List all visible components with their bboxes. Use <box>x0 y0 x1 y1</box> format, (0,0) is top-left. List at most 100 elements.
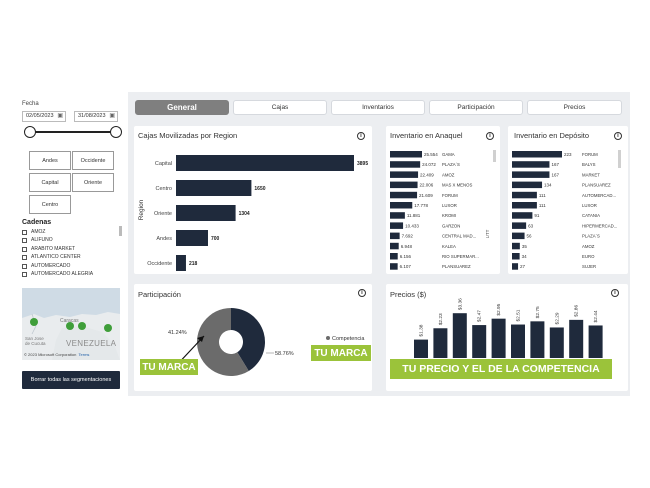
date-range-start-handle[interactable] <box>24 126 36 138</box>
anaquel-value-label: 6.107 <box>400 264 412 269</box>
deposito-value-label: 167 <box>551 172 559 177</box>
info-icon[interactable]: i <box>358 289 366 297</box>
anaquel-category-label: GAMA <box>442 152 455 157</box>
region-button-occidente[interactable]: Occidente <box>72 151 114 170</box>
deposito-category-label: SUJER <box>582 264 596 269</box>
info-icon[interactable]: i <box>611 289 619 297</box>
anaquel-bar <box>390 263 398 270</box>
precios-bar <box>511 324 525 358</box>
anaquel-value-label: 22.409 <box>420 172 434 177</box>
cadena-checkbox[interactable]: AMOZ <box>22 228 45 236</box>
anaquel-value-label: 22.006 <box>420 183 434 188</box>
anaquel-category-label: GARZON <box>442 223 460 228</box>
anaquel-category-label: FORUM <box>442 193 458 198</box>
donut-arrow-head <box>197 336 204 342</box>
cadena-checkbox[interactable]: ARABITO MARKET <box>22 245 75 253</box>
anaquel-bar <box>390 232 400 240</box>
cadenas-scrollbar[interactable] <box>119 226 122 236</box>
anaquel-bar-chart: 25.554 GAMA 24.072 PLAZA´S 22.409 AMOZ 22.006 M… <box>390 151 490 270</box>
anaquel-category-label: CENTRAL MAD... <box>442 234 476 239</box>
anaquel-category-label: KALEA <box>442 244 456 249</box>
cajas-bar <box>176 205 236 221</box>
date-range-end-handle[interactable] <box>110 126 122 138</box>
precios-value-label: $2.44 <box>593 310 599 322</box>
deposito-bar <box>512 181 543 189</box>
anaquel-value-label: 6.948 <box>401 244 413 249</box>
end-date-input[interactable]: 31/08/2023 ▣ <box>74 111 118 122</box>
deposito-category-label: EURO <box>582 254 595 259</box>
anaquel-bar <box>390 181 418 189</box>
tab-inventarios[interactable]: Inventarios <box>331 100 425 115</box>
anaquel-bar <box>390 191 418 199</box>
precios-value-label: $1.38 <box>419 324 425 336</box>
tab-general[interactable]: General <box>135 100 229 115</box>
region-button-centro[interactable]: Centro <box>29 195 71 214</box>
precios-title: Precios ($) <box>390 290 427 299</box>
tab-precios[interactable]: Precios <box>527 100 622 115</box>
deposito-value-label: 63 <box>528 223 534 228</box>
checkbox-icon[interactable] <box>22 229 27 235</box>
cajas-category-label: Oriente <box>154 211 172 217</box>
map-credit: © 2023 Microsoft Corporation Terms <box>24 352 90 357</box>
precios-bar <box>588 325 603 358</box>
deposito-bar <box>512 161 550 168</box>
cajas-category-label: Centro <box>155 186 172 192</box>
checkbox-icon[interactable] <box>22 263 27 269</box>
anaquel-value-label: 21.609 <box>419 193 433 198</box>
precios-value-label: $2.47 <box>477 310 483 322</box>
cajas-card: Cajas Movilizadas por Region i Region Cap… <box>134 126 372 274</box>
checkbox-icon[interactable] <box>22 246 27 252</box>
anaquel-axis-label: UTT <box>485 229 490 238</box>
checkbox-icon[interactable] <box>22 254 27 260</box>
anaquel-value-label: 10.433 <box>405 223 419 228</box>
checkbox-icon[interactable] <box>22 237 27 243</box>
region-map[interactable]: Caracas San Jose de Cucuta VENEZUELA © 2… <box>22 288 120 360</box>
region-button-capital[interactable]: Capital <box>29 173 71 192</box>
tu-marca-banner-left: TU MARCA <box>140 359 198 375</box>
cadenas-filter-title: Cadenas <box>22 219 52 226</box>
cadena-checkbox[interactable]: AUTOMERCADO ALEGRIA <box>22 270 93 278</box>
cadena-checkbox[interactable]: ALIFUNO <box>22 236 53 244</box>
cajas-category-label: Occidente <box>147 261 172 267</box>
deposito-bar <box>512 171 550 178</box>
precios-value-label: $2.75 <box>535 306 541 318</box>
tab-participacion[interactable]: Participación <box>429 100 523 115</box>
info-icon[interactable]: i <box>614 132 622 140</box>
anaquel-category-label: KROMI <box>442 213 456 218</box>
deposito-value-label: 167 <box>551 162 559 167</box>
info-icon[interactable]: i <box>357 132 365 140</box>
region-button-andes[interactable]: Andes <box>29 151 71 170</box>
deposito-value-label: 27 <box>520 264 526 269</box>
cadena-label: AMOZ <box>31 229 46 235</box>
precios-card: Precios ($) i $1.38 $2.23 $3.36 $2.47 $2.95 $… <box>386 284 628 391</box>
anaquel-value-label: 11.881 <box>407 213 421 218</box>
participacion-donut-chart: 41.24% 58.76% Competencia <box>168 308 365 376</box>
calendar-icon[interactable]: ▣ <box>57 113 63 119</box>
start-date-input[interactable]: 02/05/2023 ▣ <box>22 111 66 122</box>
cadena-checkbox[interactable]: ATLANTICO CENTER <box>22 253 81 261</box>
region-button-oriente[interactable]: Oriente <box>72 173 114 192</box>
cajas-data-label: 218 <box>189 261 198 267</box>
tab-cajas[interactable]: Cajas <box>233 100 327 115</box>
precios-value-label: $2.29 <box>554 312 560 324</box>
precios-value-label: $2.23 <box>438 313 444 325</box>
clear-filters-button[interactable]: Borrar todas las segmentaciones <box>22 371 120 389</box>
calendar-icon[interactable]: ▣ <box>109 113 115 119</box>
date-range-slider-track[interactable] <box>30 131 116 133</box>
deposito-bar <box>512 202 537 209</box>
map-terms-link[interactable]: Terms <box>78 352 90 357</box>
anaquel-category-label: LUXOR <box>442 203 457 208</box>
checkbox-icon[interactable] <box>22 271 27 277</box>
cadena-label: AUTOMERCADO ALEGRIA <box>31 271 94 277</box>
deposito-bar <box>512 232 525 240</box>
start-date-value: 02/05/2023 <box>26 113 54 119</box>
deposito-bar <box>512 151 562 158</box>
deposito-scrollbar[interactable] <box>618 150 621 168</box>
end-date-value: 31/08/2023 <box>78 113 106 119</box>
info-icon[interactable]: i <box>486 132 494 140</box>
cadena-checkbox[interactable]: AUTOMERCADO <box>22 262 70 270</box>
anaquel-scrollbar[interactable] <box>493 150 496 162</box>
tu-marca-banner-right: TU MARCA <box>311 345 371 361</box>
donut-slice <box>231 308 265 371</box>
precios-banner: TU PRECIO Y EL DE LA COMPETENCIA <box>390 359 612 379</box>
